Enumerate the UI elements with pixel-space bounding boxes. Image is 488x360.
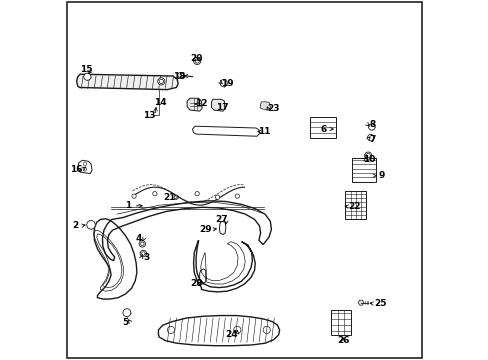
Circle shape: [132, 194, 136, 198]
Text: 4: 4: [135, 234, 142, 243]
Text: 11: 11: [258, 127, 270, 136]
Text: 19: 19: [221, 79, 233, 88]
Circle shape: [178, 72, 183, 78]
Text: 22: 22: [348, 202, 361, 211]
Text: 18: 18: [173, 72, 185, 81]
Text: 2: 2: [72, 221, 78, 230]
Text: 16: 16: [70, 166, 83, 175]
Circle shape: [364, 152, 371, 159]
Circle shape: [122, 309, 131, 317]
Text: 7: 7: [369, 135, 375, 144]
Circle shape: [158, 78, 164, 85]
Text: 25: 25: [373, 299, 386, 308]
Text: 20: 20: [189, 54, 202, 63]
Circle shape: [140, 250, 146, 257]
Circle shape: [367, 134, 373, 141]
Text: 21: 21: [163, 193, 176, 202]
Text: 24: 24: [225, 330, 238, 339]
Text: 6: 6: [320, 125, 326, 134]
Text: 9: 9: [378, 171, 384, 180]
Text: 10: 10: [363, 155, 375, 164]
Polygon shape: [211, 99, 224, 111]
Polygon shape: [357, 300, 363, 305]
Polygon shape: [260, 102, 270, 110]
Circle shape: [220, 80, 227, 87]
Text: 26: 26: [336, 336, 348, 345]
Text: 15: 15: [80, 65, 92, 74]
Polygon shape: [77, 74, 178, 90]
Circle shape: [368, 124, 374, 130]
Text: 5: 5: [122, 318, 128, 327]
Text: 8: 8: [369, 120, 375, 129]
Text: 29: 29: [199, 225, 212, 234]
Text: 12: 12: [195, 99, 207, 108]
Circle shape: [152, 192, 157, 196]
Circle shape: [83, 73, 91, 80]
Circle shape: [235, 194, 239, 198]
Circle shape: [193, 57, 201, 64]
Text: 17: 17: [216, 103, 228, 112]
Circle shape: [215, 195, 219, 199]
Circle shape: [195, 192, 199, 196]
Text: 14: 14: [154, 98, 166, 107]
Text: 27: 27: [214, 215, 227, 224]
Circle shape: [139, 240, 145, 247]
Circle shape: [174, 195, 178, 199]
Circle shape: [86, 221, 95, 229]
Polygon shape: [187, 98, 202, 111]
Text: 28: 28: [189, 279, 202, 288]
Text: 23: 23: [266, 104, 279, 113]
Text: 1: 1: [124, 201, 131, 210]
Text: 3: 3: [143, 253, 150, 262]
Text: 13: 13: [143, 111, 155, 120]
